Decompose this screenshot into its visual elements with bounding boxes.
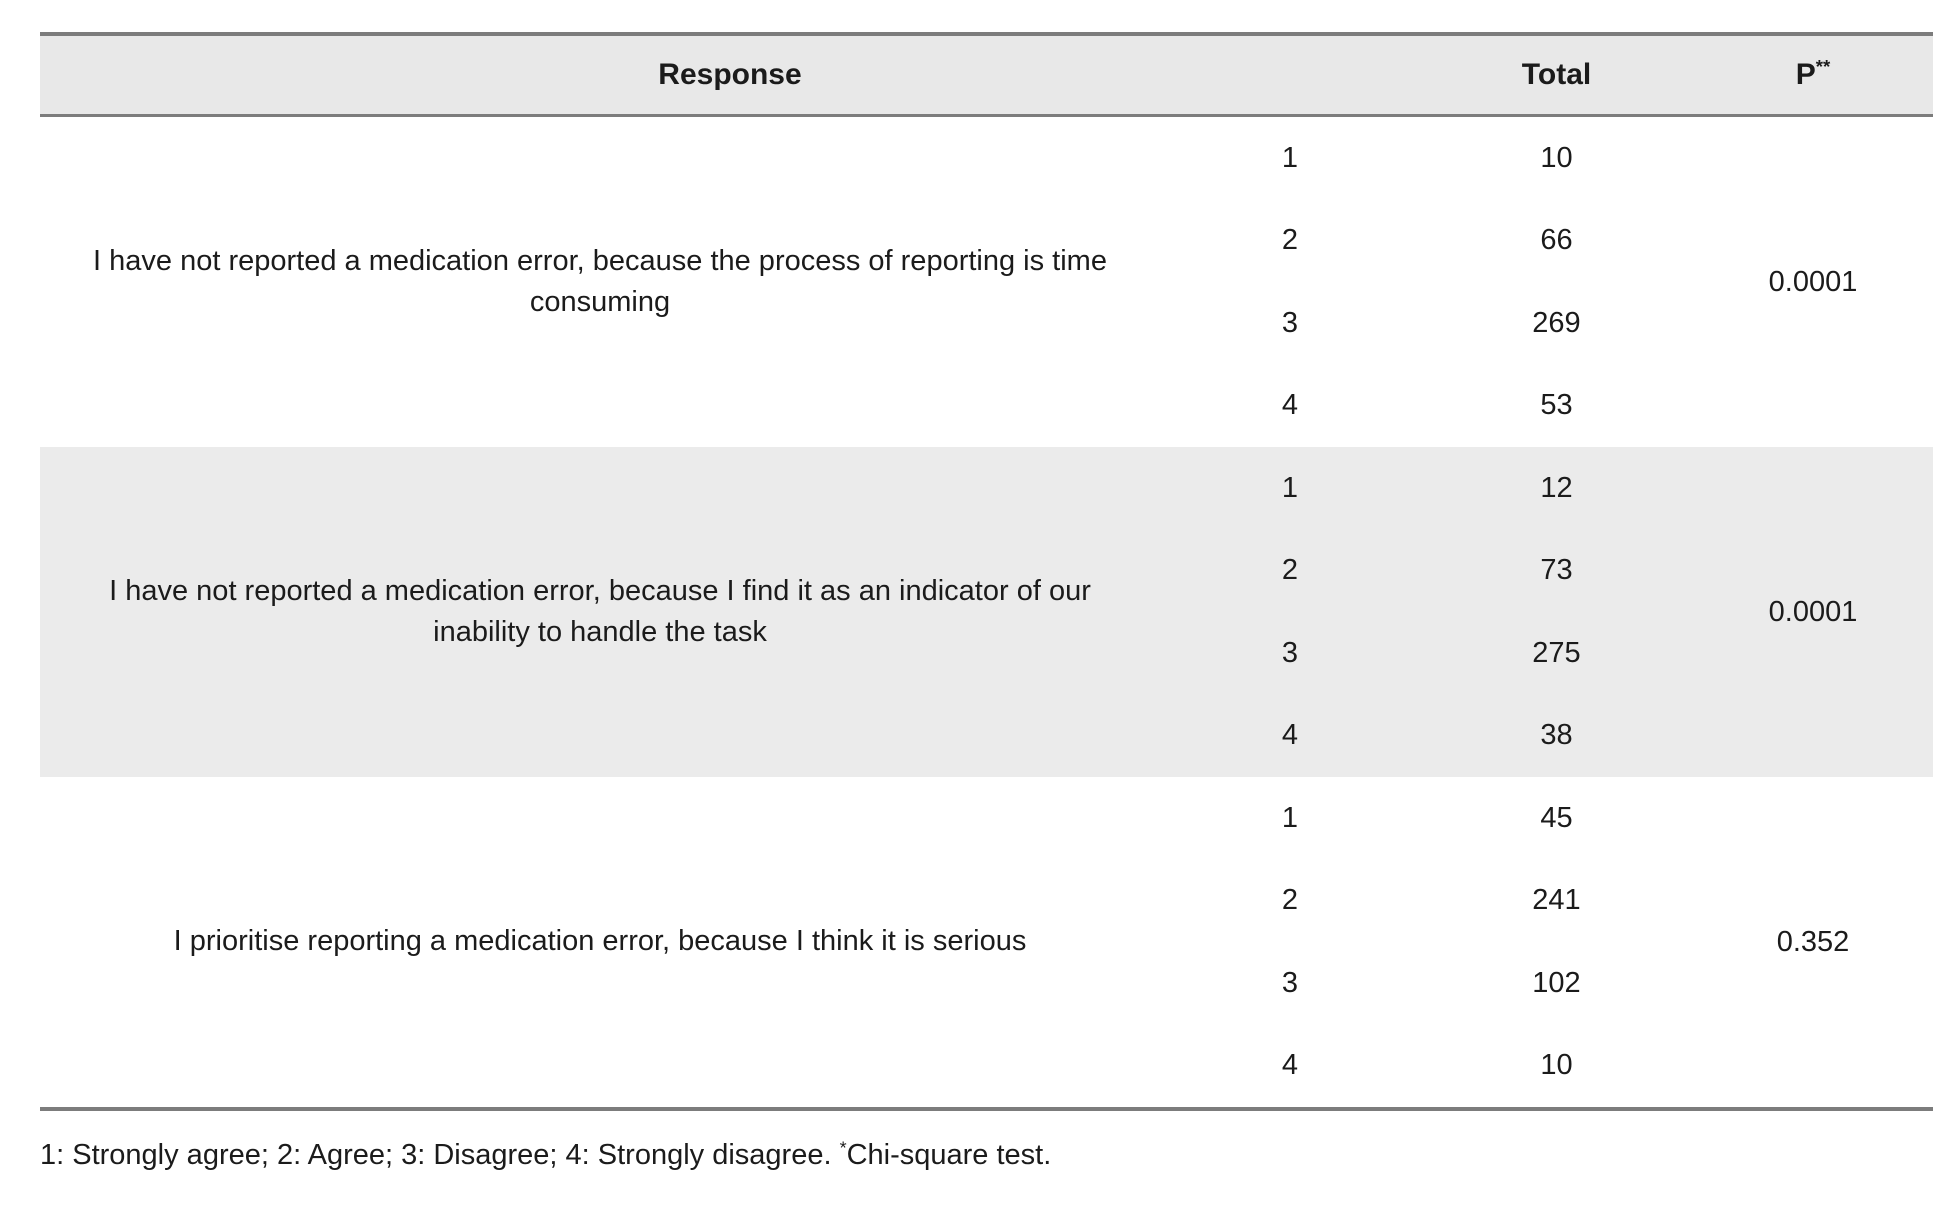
total-value-cell: 73 [1540,554,1573,587]
response-number-cell: 4 [1281,1049,1299,1082]
question-text: I have not reported a medication error, … [109,574,1091,648]
p-value-cell: 0.352 [1776,925,1850,958]
table-bottom-rule [40,1107,1933,1111]
response-number-cell: 2 [1281,884,1299,917]
response-number-cell: 1 [1281,141,1299,174]
total-value-cell: 45 [1540,801,1573,834]
total-column: 45 241 102 10 [1420,777,1693,1107]
column-header-response: Response [658,58,802,91]
response-number-cell: 1 [1281,801,1299,834]
question-cell: I have not reported a medication error, … [40,447,1160,777]
question-text: I prioritise reporting a medication erro… [173,925,1027,958]
column-header-p: P** [1693,56,1933,92]
total-value-cell: 241 [1532,884,1581,917]
response-number-column: 1 2 3 4 [1160,447,1420,777]
response-number-cell: 4 [1281,389,1299,422]
total-value-cell: 102 [1532,966,1581,999]
response-number-cell: 4 [1281,719,1299,752]
total-column: 10 66 269 53 [1420,117,1693,447]
footnote-asterisk: * [839,1137,847,1158]
total-value-cell: 275 [1532,636,1581,669]
table-top-rule [40,32,1933,36]
table-footnote: 1: Strongly agree; 2: Agree; 3: Disagree… [40,1137,1933,1172]
response-number-cell: 2 [1281,224,1299,257]
question-cell: I prioritise reporting a medication erro… [40,777,1160,1107]
table-row-question-1: I have not reported a medication error, … [40,117,1933,447]
response-number-cell: 3 [1281,636,1299,669]
total-value-cell: 66 [1540,224,1573,257]
survey-results-table: Response Total P** I have not reported a… [40,32,1933,1172]
total-value-cell: 10 [1540,1049,1573,1082]
response-number-column: 1 2 3 4 [1160,117,1420,447]
table-row-question-2: I have not reported a medication error, … [40,447,1933,777]
table-row-question-3: I prioritise reporting a medication erro… [40,777,1933,1107]
total-value-cell: 53 [1540,389,1573,422]
total-value-cell: 12 [1540,471,1573,504]
p-value-cell: 0.0001 [1768,595,1858,628]
response-number-column: 1 2 3 4 [1160,777,1420,1107]
response-number-cell: 3 [1281,306,1299,339]
table-header-row: Response Total P** [40,36,1933,117]
p-superscript: ** [1815,56,1831,77]
question-text: I have not reported a medication error, … [93,244,1107,318]
footnote-test-name: Chi-square test. [846,1139,1052,1171]
p-label: P [1795,58,1816,91]
column-header-total: Total [1521,58,1592,91]
total-value-cell: 269 [1532,306,1581,339]
p-value-cell: 0.0001 [1768,265,1858,298]
total-value-cell: 10 [1540,141,1573,174]
total-column: 12 73 275 38 [1420,447,1693,777]
response-number-cell: 1 [1281,471,1299,504]
total-value-cell: 38 [1540,719,1573,752]
response-number-cell: 2 [1281,554,1299,587]
response-number-cell: 3 [1281,966,1299,999]
footnote-legend: 1: Strongly agree; 2: Agree; 3: Disagree… [40,1139,840,1171]
question-cell: I have not reported a medication error, … [40,117,1160,447]
